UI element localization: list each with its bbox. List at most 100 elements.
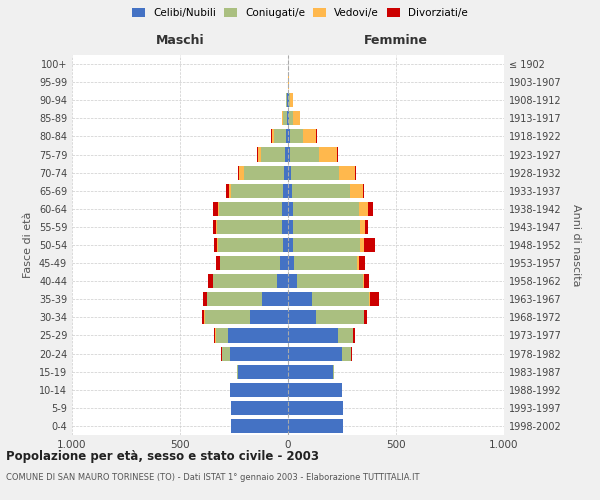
- Bar: [280, 256, 288, 270]
- Bar: [290, 148, 319, 162]
- Bar: [231, 401, 288, 415]
- Bar: [287, 112, 288, 126]
- Bar: [288, 256, 295, 270]
- Bar: [238, 166, 239, 179]
- Bar: [293, 220, 361, 234]
- Bar: [337, 148, 338, 162]
- Bar: [283, 238, 288, 252]
- Bar: [293, 202, 359, 216]
- Bar: [262, 292, 288, 306]
- Bar: [364, 274, 369, 288]
- Bar: [284, 166, 288, 179]
- Bar: [364, 310, 367, 324]
- Bar: [288, 382, 342, 397]
- Bar: [244, 166, 284, 179]
- Bar: [208, 274, 213, 288]
- Bar: [293, 112, 300, 126]
- Bar: [286, 130, 288, 143]
- Bar: [295, 256, 357, 270]
- Bar: [303, 130, 316, 143]
- Bar: [369, 292, 370, 306]
- Text: Popolazione per età, sesso e stato civile - 2003: Popolazione per età, sesso e stato civil…: [6, 450, 319, 463]
- Bar: [288, 274, 296, 288]
- Bar: [286, 93, 287, 108]
- Bar: [357, 256, 359, 270]
- Bar: [214, 238, 217, 252]
- Bar: [257, 148, 258, 162]
- Bar: [359, 256, 365, 270]
- Bar: [214, 274, 277, 288]
- Bar: [350, 184, 362, 198]
- Text: Femmine: Femmine: [364, 34, 428, 48]
- Bar: [219, 202, 281, 216]
- Bar: [364, 238, 376, 252]
- Bar: [288, 148, 290, 162]
- Y-axis label: Fasce di età: Fasce di età: [23, 212, 33, 278]
- Bar: [290, 93, 293, 108]
- Bar: [353, 328, 355, 342]
- Bar: [361, 220, 365, 234]
- Bar: [214, 328, 215, 342]
- Bar: [288, 346, 342, 360]
- Bar: [216, 220, 217, 234]
- Bar: [292, 184, 350, 198]
- Bar: [362, 274, 364, 288]
- Bar: [207, 292, 262, 306]
- Bar: [288, 202, 293, 216]
- Bar: [365, 220, 368, 234]
- Bar: [220, 256, 280, 270]
- Bar: [283, 112, 287, 126]
- Bar: [227, 328, 288, 342]
- Bar: [339, 166, 355, 179]
- Bar: [283, 184, 288, 198]
- Bar: [237, 364, 238, 378]
- Bar: [288, 292, 312, 306]
- Bar: [229, 184, 231, 198]
- Text: Maschi: Maschi: [155, 34, 205, 48]
- Bar: [218, 238, 283, 252]
- Bar: [289, 112, 293, 126]
- Bar: [288, 364, 334, 378]
- Bar: [288, 328, 338, 342]
- Legend: Celibi/Nubili, Coniugati/e, Vedovi/e, Divorziati/e: Celibi/Nubili, Coniugati/e, Vedovi/e, Di…: [129, 5, 471, 21]
- Bar: [316, 310, 364, 324]
- Bar: [214, 202, 218, 216]
- Bar: [222, 346, 230, 360]
- Bar: [202, 310, 205, 324]
- Bar: [370, 292, 379, 306]
- Bar: [250, 310, 288, 324]
- Bar: [362, 184, 364, 198]
- Bar: [296, 274, 362, 288]
- Bar: [288, 93, 289, 108]
- Bar: [312, 292, 369, 306]
- Bar: [290, 130, 303, 143]
- Bar: [289, 93, 290, 108]
- Bar: [342, 346, 350, 360]
- Bar: [281, 220, 288, 234]
- Bar: [288, 184, 292, 198]
- Text: COMUNE DI SAN MAURO TORINESE (TO) - Dati ISTAT 1° gennaio 2003 - Elaborazione TU: COMUNE DI SAN MAURO TORINESE (TO) - Dati…: [6, 472, 419, 482]
- Bar: [359, 202, 368, 216]
- Bar: [213, 220, 216, 234]
- Bar: [288, 310, 316, 324]
- Bar: [217, 220, 281, 234]
- Bar: [277, 274, 288, 288]
- Bar: [239, 166, 244, 179]
- Bar: [368, 202, 373, 216]
- Bar: [291, 166, 339, 179]
- Bar: [338, 328, 353, 342]
- Bar: [288, 112, 289, 126]
- Bar: [288, 166, 291, 179]
- Bar: [238, 364, 288, 378]
- Bar: [288, 238, 293, 252]
- Bar: [351, 346, 352, 360]
- Bar: [316, 130, 317, 143]
- Bar: [230, 346, 288, 360]
- Bar: [218, 202, 219, 216]
- Bar: [205, 310, 250, 324]
- Bar: [293, 238, 361, 252]
- Bar: [226, 184, 229, 198]
- Bar: [288, 401, 343, 415]
- Bar: [230, 382, 288, 397]
- Bar: [288, 130, 290, 143]
